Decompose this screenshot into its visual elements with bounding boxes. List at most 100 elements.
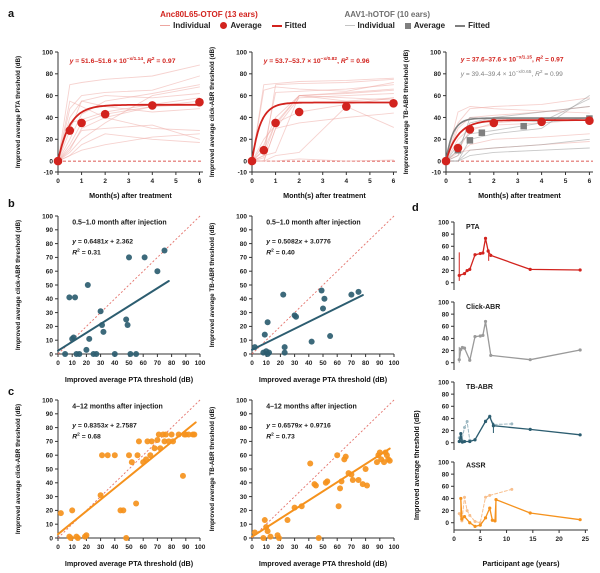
svg-text:100: 100 (42, 397, 53, 404)
svg-text:0: 0 (56, 178, 60, 185)
svg-text:0: 0 (243, 158, 247, 165)
svg-text:80: 80 (240, 425, 248, 432)
svg-text:20: 20 (46, 324, 54, 331)
svg-text:-10: -10 (432, 169, 442, 176)
svg-text:25: 25 (582, 536, 590, 543)
svg-text:80: 80 (240, 71, 248, 78)
svg-text:20: 20 (46, 137, 54, 144)
scatter-tb-abr-vs-pta-late: 0 10 20 30 40 50 60 70 80 90 100 0 10 20 30 40 50 60 70 80 9… (209, 397, 400, 568)
svg-text:50: 50 (240, 466, 248, 473)
legend-title-anc80l65: Anc80L65-OTOF (13 ears) (160, 10, 258, 19)
svg-text:0.5–1.0 month after injection: 0.5–1.0 month after injection (266, 219, 361, 226)
svg-text:40: 40 (434, 115, 442, 122)
svg-text:40: 40 (240, 296, 248, 303)
svg-text:6: 6 (392, 178, 396, 185)
svg-text:80: 80 (168, 360, 176, 367)
svg-text:1: 1 (274, 178, 278, 185)
svg-text:Improved average TB-ABR thresh: Improved average TB-ABR threshold (dB) (209, 223, 216, 348)
svg-text:30: 30 (291, 360, 299, 367)
svg-text:1: 1 (468, 178, 472, 185)
svg-text:6: 6 (588, 178, 592, 185)
average-square-swatch (404, 22, 411, 29)
average-dot-swatch (220, 22, 228, 29)
svg-text:80: 80 (240, 241, 248, 248)
svg-text:20: 20 (442, 428, 450, 435)
svg-text:5: 5 (564, 178, 568, 185)
svg-text:2: 2 (103, 178, 107, 185)
svg-text:10: 10 (503, 536, 511, 543)
svg-text:0: 0 (49, 351, 53, 358)
svg-text:90: 90 (182, 544, 190, 551)
svg-text:100: 100 (236, 397, 247, 404)
svg-text:0: 0 (49, 158, 53, 165)
svg-text:40: 40 (111, 360, 119, 367)
svg-text:60: 60 (240, 453, 248, 460)
legend-item-individual-red: Individual (160, 21, 210, 30)
svg-text:0: 0 (444, 178, 448, 185)
svg-text:70: 70 (240, 255, 248, 262)
svg-text:40: 40 (46, 115, 54, 122)
svg-text:60: 60 (442, 324, 450, 331)
svg-text:40: 40 (305, 360, 313, 367)
legend-label: Fitted (468, 21, 490, 30)
svg-text:5: 5 (478, 536, 482, 543)
svg-text:40: 40 (442, 496, 450, 503)
svg-text:5: 5 (368, 178, 372, 185)
legend: Anc80L65-OTOF (13 ears) Individual Avera… (110, 10, 540, 30)
svg-text:-10: -10 (44, 169, 54, 176)
svg-text:90: 90 (376, 544, 384, 551)
svg-text:0: 0 (250, 544, 254, 551)
svg-text:Improved average PTA threshold: Improved average PTA threshold (dB) (259, 559, 388, 568)
svg-text:30: 30 (291, 544, 299, 551)
fitted-line-swatch (455, 24, 466, 27)
svg-text:4: 4 (344, 178, 348, 185)
svg-text:0: 0 (437, 158, 441, 165)
svg-text:40: 40 (111, 544, 119, 551)
mini-chart-tb-abr-vs-age: 0 20 40 60 80 100 TB-ABR (438, 379, 582, 450)
svg-text:10: 10 (240, 522, 248, 529)
svg-text:100: 100 (42, 49, 53, 56)
legend-item-individual-gray: Individual (344, 21, 395, 30)
svg-text:Improved average PTA threshold: Improved average PTA threshold (dB) (15, 56, 22, 168)
svg-text:Improved average PTA threshold: Improved average PTA threshold (dB) (65, 375, 194, 384)
svg-text:0: 0 (452, 536, 456, 543)
svg-text:80: 80 (46, 241, 54, 248)
svg-text:4–12 months after injection: 4–12 months after injection (266, 403, 357, 410)
svg-text:50: 50 (319, 360, 327, 367)
svg-text:20: 20 (46, 508, 54, 515)
svg-text:10: 10 (46, 522, 54, 529)
svg-text:20: 20 (83, 360, 91, 367)
svg-text:10: 10 (263, 360, 271, 367)
svg-text:0: 0 (56, 544, 60, 551)
svg-text:0: 0 (250, 360, 254, 367)
svg-text:Month(s) after treatment: Month(s) after treatment (89, 191, 172, 200)
svg-text:50: 50 (125, 360, 133, 367)
svg-text:30: 30 (97, 544, 105, 551)
svg-text:0: 0 (445, 440, 449, 447)
svg-text:100: 100 (195, 360, 206, 367)
svg-text:Improved average TB-ABR thresh: Improved average TB-ABR threshold (dB) (403, 50, 410, 175)
svg-text:Improved average click-ABR thr: Improved average click-ABR threshold (dB… (15, 220, 22, 350)
svg-text:60: 60 (334, 544, 342, 551)
svg-text:100: 100 (195, 544, 206, 551)
svg-text:10: 10 (46, 338, 54, 345)
legend-title-aav1: AAV1-hOTOF (10 ears) (344, 10, 431, 19)
svg-text:80: 80 (442, 231, 450, 238)
svg-text:50: 50 (46, 466, 54, 473)
svg-text:100: 100 (389, 544, 400, 551)
fitted-line-swatch (271, 24, 282, 27)
panel-letter-c: c (8, 386, 15, 398)
svg-text:0.5–1.0 month after injection: 0.5–1.0 month after injection (72, 219, 167, 226)
svg-text:-10: -10 (238, 169, 248, 176)
svg-text:70: 70 (240, 439, 248, 446)
svg-text:60: 60 (442, 484, 450, 491)
svg-text:60: 60 (240, 93, 248, 100)
svg-text:40: 40 (240, 115, 248, 122)
svg-text:1: 1 (80, 178, 84, 185)
svg-text:70: 70 (348, 360, 356, 367)
legend-label: Average (413, 21, 446, 30)
panel-letter-b: b (8, 198, 15, 210)
